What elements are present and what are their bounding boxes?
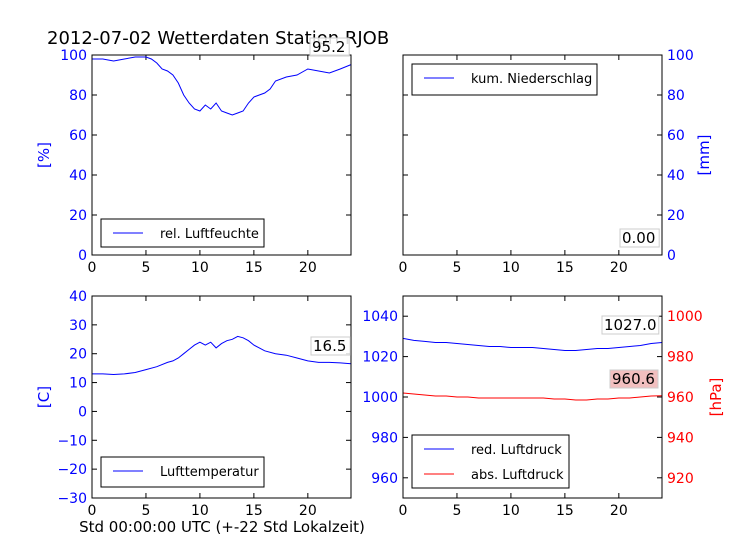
x-tick-label: 0 bbox=[88, 503, 97, 519]
x-tick-label: 15 bbox=[245, 503, 263, 519]
legend-label: abs. Luftdruck bbox=[471, 468, 564, 483]
y-tick-label: 1040 bbox=[362, 309, 398, 325]
value-label-box bbox=[619, 228, 660, 248]
precipitation-panel: 0 5 10 15 20 0 20 40 60 80 100 [mm] 0.00 kum. Nieders… bbox=[399, 48, 713, 276]
value-label-box bbox=[310, 336, 351, 356]
x-tick-label: 10 bbox=[502, 260, 520, 276]
legend-label: rel. Luftfeuchte bbox=[160, 227, 259, 242]
plot-frame bbox=[402, 295, 663, 499]
value-label-box bbox=[609, 369, 659, 389]
humidity-panel: 0 5 10 15 20 0 20 40 60 80 100 [%] 95.2 rel. Luftfeuc… bbox=[35, 37, 352, 276]
series-line-1 bbox=[92, 335, 352, 376]
legend-label: Lufttemperatur bbox=[160, 465, 259, 480]
value-label: 1027.0 bbox=[604, 316, 657, 334]
y-tick-label: 30 bbox=[69, 318, 87, 334]
x-tick-label: 20 bbox=[610, 503, 628, 519]
plot-frame bbox=[91, 54, 352, 256]
y-tick-label: 20 bbox=[69, 208, 87, 224]
y-tick-label: 1020 bbox=[362, 350, 398, 366]
figure-xlabel: Std 00:00:00 UTC (+-22 Std Lokalzeit) bbox=[79, 518, 365, 536]
x-tick-label: 0 bbox=[399, 503, 408, 519]
y-right-tick-label: 1000 bbox=[667, 309, 703, 325]
plot-frame bbox=[402, 54, 663, 256]
x-tick-label: 20 bbox=[299, 260, 317, 276]
x-tick-label: 5 bbox=[452, 503, 461, 519]
value-label: 0.00 bbox=[622, 229, 655, 247]
x-tick-label: 5 bbox=[452, 260, 461, 276]
y-tick-label: 60 bbox=[667, 128, 685, 144]
y-axis-label: [C] bbox=[35, 386, 53, 408]
y-tick-label: 60 bbox=[69, 128, 87, 144]
pressure-panel: 0 5 10 15 20 960 980 1000 1020 1040 920 940 960 980 10… bbox=[362, 295, 725, 519]
y-tick-label: 100 bbox=[667, 48, 694, 64]
y-tick-label: 10 bbox=[69, 376, 87, 392]
y-tick-label: 1000 bbox=[362, 390, 398, 406]
y-tick-label: 960 bbox=[371, 471, 398, 487]
series-line-2 bbox=[402, 392, 663, 401]
series-line-1 bbox=[402, 337, 663, 351]
legend-label: kum. Niederschlag bbox=[471, 72, 592, 87]
x-tick-label: 0 bbox=[88, 260, 97, 276]
x-tick-label: 15 bbox=[245, 260, 263, 276]
legend-box bbox=[100, 456, 265, 488]
y-tick-label: 100 bbox=[60, 48, 87, 64]
y-axis-label: [mm] bbox=[695, 135, 713, 176]
value-label: 16.5 bbox=[313, 337, 346, 355]
y-tick-label: −10 bbox=[57, 433, 87, 449]
y-tick-label: −20 bbox=[57, 462, 87, 478]
y-tick-label: 20 bbox=[667, 208, 685, 224]
x-tick-label: 0 bbox=[399, 260, 408, 276]
y-tick-label: 0 bbox=[667, 248, 676, 264]
x-tick-label: 10 bbox=[191, 260, 209, 276]
x-tick-label: 20 bbox=[610, 260, 628, 276]
value-label-box bbox=[309, 37, 350, 57]
y-right-tick-label: 940 bbox=[667, 430, 694, 446]
y-tick-label: 0 bbox=[78, 248, 87, 264]
y-tick-label: 80 bbox=[667, 88, 685, 104]
x-tick-label: 15 bbox=[556, 260, 574, 276]
value-label: 960.6 bbox=[612, 370, 655, 388]
y-tick-label: 980 bbox=[371, 430, 398, 446]
legend-label: red. Luftdruck bbox=[471, 443, 562, 458]
legend-box bbox=[411, 63, 598, 96]
legend-box bbox=[411, 434, 570, 489]
y-right-tick-label: 920 bbox=[667, 471, 694, 487]
y-axis-label: [%] bbox=[35, 142, 53, 168]
x-tick-label: 5 bbox=[141, 503, 150, 519]
value-label-box bbox=[601, 315, 660, 335]
x-tick-label: 10 bbox=[191, 503, 209, 519]
y-tick-label: 80 bbox=[69, 88, 87, 104]
series-line-1 bbox=[92, 56, 352, 116]
y-right-tick-label: 980 bbox=[667, 350, 694, 366]
y-tick-label: 40 bbox=[69, 168, 87, 184]
y-tick-label: −30 bbox=[57, 491, 87, 507]
y-tick-label: 40 bbox=[667, 168, 685, 184]
y-tick-label: 20 bbox=[69, 347, 87, 363]
y-axis-label: [hPa] bbox=[707, 378, 725, 417]
y-right-tick-label: 960 bbox=[667, 390, 694, 406]
plot-frame bbox=[91, 295, 352, 499]
x-tick-label: 20 bbox=[299, 503, 317, 519]
x-tick-label: 10 bbox=[502, 503, 520, 519]
x-tick-label: 15 bbox=[556, 503, 574, 519]
figure-title: 2012-07-02 Wetterdaten Station RJOB bbox=[47, 28, 389, 49]
y-tick-label: 0 bbox=[78, 404, 87, 420]
x-tick-label: 5 bbox=[141, 260, 150, 276]
y-tick-label: 40 bbox=[69, 289, 87, 305]
value-label: 95.2 bbox=[312, 38, 345, 56]
temperature-panel: 0 5 10 15 20 −30 −20 −10 0 10 20 30 40 [C] 16.5 Lufttem… bbox=[35, 289, 352, 519]
